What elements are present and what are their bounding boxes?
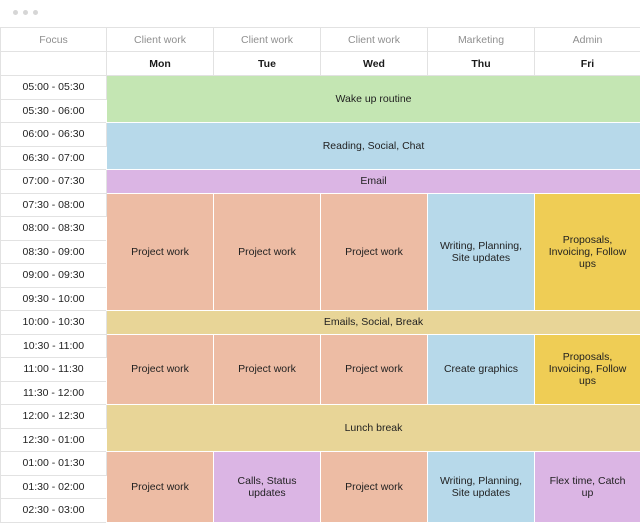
- day-header-mon: Mon: [107, 52, 214, 76]
- block-calls-status[interactable]: Calls, Status updates: [214, 452, 321, 523]
- block-wake-up[interactable]: Wake up routine: [107, 76, 640, 123]
- block-admin-fri-am[interactable]: Proposals, Invoicing, Follow ups: [535, 193, 640, 311]
- block-label: Emails, Social, Break: [316, 316, 431, 328]
- block-label: Reading, Social, Chat: [315, 140, 433, 152]
- window-dot-icon[interactable]: [13, 10, 18, 15]
- time-slot: 11:30 - 12:00: [1, 381, 107, 405]
- weekly-schedule-table: Focus Client work Client work Client wor…: [0, 27, 640, 523]
- block-project-work-wed-am[interactable]: Project work: [321, 193, 428, 311]
- block-label: Project work: [337, 246, 411, 258]
- block-label: Wake up routine: [327, 93, 419, 105]
- focus-header-cell: Client work: [214, 28, 321, 52]
- block-label: Project work: [337, 363, 411, 375]
- time-slot: 05:00 - 05:30: [1, 76, 107, 100]
- block-label: Lunch break: [337, 422, 411, 434]
- time-slot: 10:30 - 11:00: [1, 334, 107, 358]
- day-header-fri: Fri: [535, 52, 640, 76]
- block-label: Project work: [123, 246, 197, 258]
- day-header-wed: Wed: [321, 52, 428, 76]
- block-project-work-mon-pm[interactable]: Project work: [107, 452, 214, 523]
- block-label: Project work: [230, 246, 304, 258]
- time-slot: 09:00 - 09:30: [1, 264, 107, 288]
- block-label: Flex time, Catch up: [535, 475, 640, 499]
- day-header-thu: Thu: [428, 52, 535, 76]
- window-dot-icon[interactable]: [33, 10, 38, 15]
- focus-header-cell: Marketing: [428, 28, 535, 52]
- block-project-work-mon-am[interactable]: Project work: [107, 193, 214, 311]
- time-slot: 09:30 - 10:00: [1, 287, 107, 311]
- block-label: Proposals, Invoicing, Follow ups: [535, 351, 640, 387]
- window-dot-icon[interactable]: [23, 10, 28, 15]
- time-slot: 11:00 - 11:30: [1, 358, 107, 382]
- focus-header-cell: Client work: [321, 28, 428, 52]
- time-slot: 10:00 - 10:30: [1, 311, 107, 335]
- focus-header-row: Focus Client work Client work Client wor…: [1, 28, 640, 52]
- window-controls: [13, 10, 38, 15]
- time-slot: 08:30 - 09:00: [1, 240, 107, 264]
- block-project-work-tue-am[interactable]: Project work: [214, 193, 321, 311]
- block-label: Writing, Planning, Site updates: [428, 475, 534, 499]
- focus-header-cell: Admin: [535, 28, 640, 52]
- block-label: Project work: [123, 481, 197, 493]
- block-label: Email: [352, 175, 394, 187]
- block-email[interactable]: Email: [107, 170, 640, 194]
- block-label: Project work: [230, 363, 304, 375]
- time-slot: 08:00 - 08:30: [1, 217, 107, 241]
- time-slot: 12:00 - 12:30: [1, 405, 107, 429]
- block-marketing-thu-am[interactable]: Writing, Planning, Site updates: [428, 193, 535, 311]
- focus-header-cell: Focus: [1, 28, 107, 52]
- block-flex-time[interactable]: Flex time, Catch up: [535, 452, 640, 523]
- block-project-work-mon-mid[interactable]: Project work: [107, 334, 214, 405]
- block-create-graphics[interactable]: Create graphics: [428, 334, 535, 405]
- block-emails-social-break[interactable]: Emails, Social, Break: [107, 311, 640, 335]
- time-slot: 06:30 - 07:00: [1, 146, 107, 170]
- block-admin-fri-mid[interactable]: Proposals, Invoicing, Follow ups: [535, 334, 640, 405]
- block-reading[interactable]: Reading, Social, Chat: [107, 123, 640, 170]
- time-slot: 01:00 - 01:30: [1, 452, 107, 476]
- window-titlebar: [0, 0, 640, 27]
- time-slot: 07:30 - 08:00: [1, 193, 107, 217]
- block-lunch-break[interactable]: Lunch break: [107, 405, 640, 452]
- time-slot: 06:00 - 06:30: [1, 123, 107, 147]
- block-marketing-thu-pm[interactable]: Writing, Planning, Site updates: [428, 452, 535, 523]
- time-slot: 12:30 - 01:00: [1, 428, 107, 452]
- block-label: Writing, Planning, Site updates: [428, 240, 534, 264]
- block-label: Project work: [123, 363, 197, 375]
- block-project-work-wed-pm[interactable]: Project work: [321, 452, 428, 523]
- time-slot: 02:30 - 03:00: [1, 499, 107, 523]
- block-label: Create graphics: [436, 363, 526, 375]
- day-header-tue: Tue: [214, 52, 321, 76]
- block-label: Proposals, Invoicing, Follow ups: [535, 234, 640, 270]
- day-header-row: Mon Tue Wed Thu Fri: [1, 52, 640, 76]
- block-project-work-wed-mid[interactable]: Project work: [321, 334, 428, 405]
- block-project-work-tue-mid[interactable]: Project work: [214, 334, 321, 405]
- block-label: Project work: [337, 481, 411, 493]
- block-label: Calls, Status updates: [214, 475, 320, 499]
- day-header-blank: [1, 52, 107, 76]
- time-slot: 05:30 - 06:00: [1, 99, 107, 123]
- focus-header-cell: Client work: [107, 28, 214, 52]
- time-slot: 07:00 - 07:30: [1, 170, 107, 194]
- time-slot: 01:30 - 02:00: [1, 475, 107, 499]
